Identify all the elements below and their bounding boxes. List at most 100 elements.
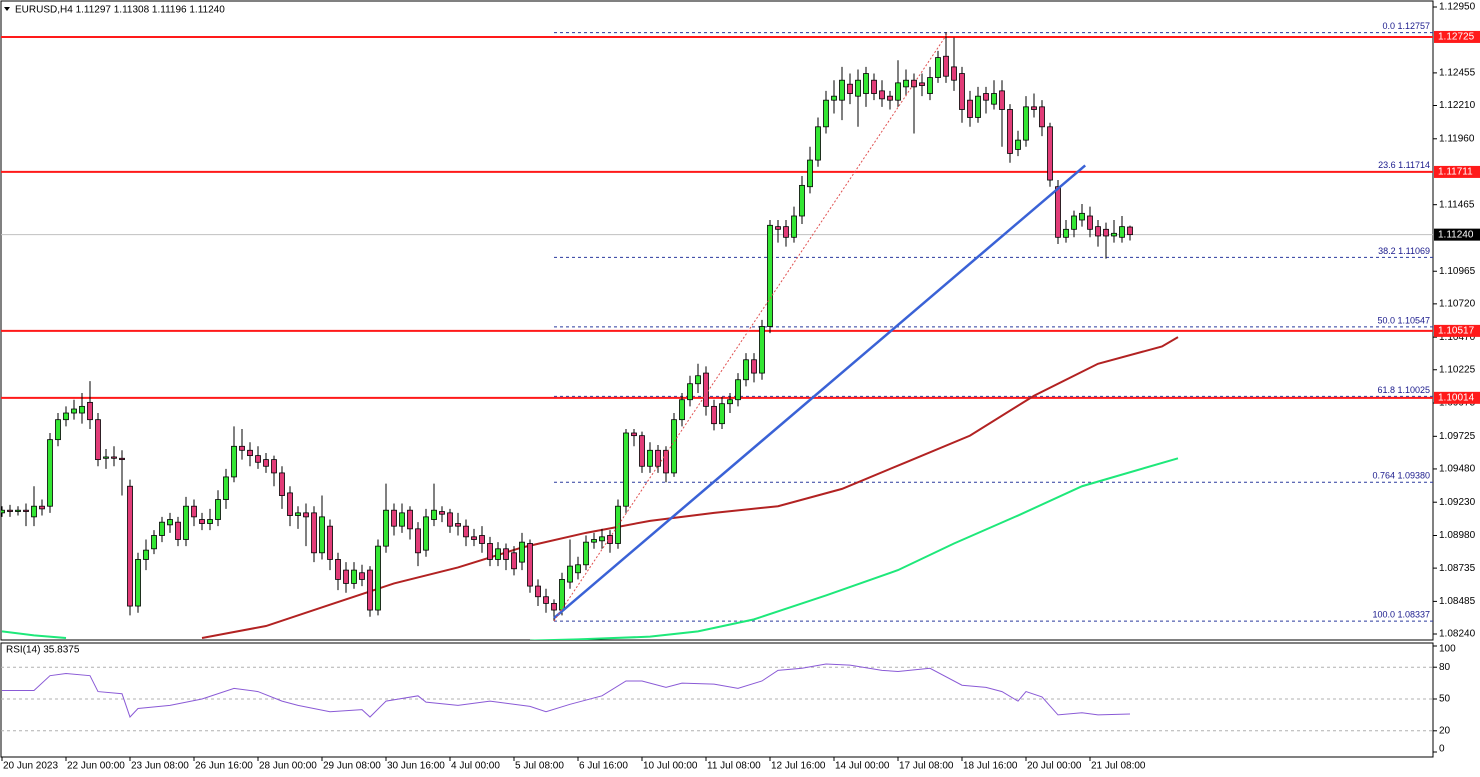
candle-body (71, 408, 77, 414)
candle-body (143, 549, 149, 560)
candle-body (855, 79, 861, 97)
candle-body (863, 73, 869, 94)
x-tick-label: 20 Jul 00:00 (1027, 761, 1082, 772)
candle-body (775, 226, 781, 230)
candle-body (327, 525, 333, 560)
x-tick-label: 6 Jul 16:00 (579, 761, 628, 772)
price-tag-label: 1.11711 (1438, 167, 1473, 178)
candle-body (807, 159, 813, 188)
candle-body (983, 93, 989, 101)
x-tick-label: 14 Jul 00:00 (835, 761, 890, 772)
candle-body (407, 509, 413, 530)
x-tick-label: 18 Jul 16:00 (963, 761, 1018, 772)
candle-body (431, 509, 437, 520)
candle-body (423, 516, 429, 551)
candle-body (7, 509, 13, 512)
candle-body (815, 126, 821, 161)
main-plot: 0.0 1.12757 23.6 1.11714 38.2 1.11069 50.0 … (1, 21, 1433, 640)
y-tick-label: 1.11960 (1439, 133, 1475, 144)
candle-body (527, 543, 533, 587)
candle-body (567, 565, 573, 583)
candle-body (1087, 215, 1093, 230)
rsi-y-tick-label: 100 (1439, 644, 1456, 655)
candle-body (751, 359, 757, 374)
candle-body (175, 521, 181, 540)
candle-body (919, 82, 925, 86)
rsi-line (2, 663, 1131, 718)
x-tick-label: 20 Jun 2023 (3, 761, 58, 772)
candle-body (519, 541, 525, 563)
candle-body (375, 545, 381, 611)
candle-body (1039, 106, 1045, 128)
price-tag-label: 1.10014 (1438, 392, 1475, 403)
candle-body (383, 509, 389, 547)
candle-body (927, 77, 933, 94)
moving-average-line (1, 457, 1179, 640)
candle-body (1111, 232, 1117, 237)
y-tick-label: 1.10225 (1439, 364, 1476, 375)
candle-body (367, 569, 373, 611)
candle-body (511, 552, 517, 570)
price-tag-label: 1.12725 (1438, 32, 1475, 43)
fib-level-label: 50.0 1.10547 (1377, 315, 1430, 325)
chart-header: EURUSD,H4 1.11297 1.11308 1.11196 1.1124… (15, 5, 225, 16)
candle-body (711, 405, 717, 425)
candle-body (79, 405, 85, 414)
y-tick-label: 1.10470 (1439, 332, 1476, 343)
candle-body (1103, 228, 1109, 237)
price-tag (1434, 391, 1480, 404)
candle-body (1023, 106, 1029, 141)
candle-body (135, 559, 141, 607)
candle-body (503, 548, 509, 560)
candle-body (47, 439, 53, 507)
candle-body (839, 79, 845, 101)
candle-body (599, 536, 605, 542)
rsi-y-tick-label: 0 (1439, 744, 1445, 755)
candle-body (183, 505, 189, 540)
candle-body (823, 99, 829, 128)
candle-body (1079, 212, 1085, 221)
candle-body (647, 449, 653, 467)
x-tick-label: 11 Jul 08:00 (707, 761, 761, 772)
candle-body (1055, 186, 1061, 238)
fib-level-label: 0.764 1.09380 (1372, 471, 1430, 481)
fib-level-label: 61.8 1.10025 (1377, 385, 1430, 395)
candle-body (263, 459, 269, 467)
candle-body (207, 519, 213, 524)
candle-body (39, 505, 45, 510)
rsi-y-tick-label: 20 (1439, 725, 1451, 736)
candle-body (15, 509, 21, 512)
candle-body (559, 579, 565, 611)
candle-body (759, 326, 765, 374)
candle-body (1, 509, 5, 514)
candle-body (871, 79, 877, 94)
candle-body (607, 535, 613, 544)
x-tick-label: 26 Jun 16:00 (195, 761, 253, 772)
candle-body (295, 512, 301, 516)
candle-body (31, 505, 37, 518)
candle-body (111, 456, 117, 459)
candle-body (279, 472, 285, 496)
y-tick-label: 1.10965 (1439, 266, 1476, 277)
y-tick-label: 1.12950 (1439, 2, 1476, 13)
candle-body (543, 596, 549, 604)
header-icon (4, 7, 10, 11)
rsi-y-tick-label: 80 (1439, 662, 1451, 673)
candle-body (783, 226, 789, 238)
candle-body (151, 535, 157, 550)
candle-body (311, 512, 317, 554)
candle-body (591, 539, 597, 543)
x-tick-label: 28 Jun 00:00 (259, 761, 317, 772)
candle-body (87, 401, 93, 421)
candle-body (631, 432, 637, 437)
y-tick-label: 1.09230 (1439, 497, 1476, 508)
candle-body (479, 535, 485, 544)
candle-body (159, 521, 165, 536)
candle-body (399, 512, 405, 527)
candle-body (351, 569, 357, 584)
price-tag (1434, 165, 1480, 178)
candle-body (335, 559, 341, 580)
y-tick-label: 1.08240 (1439, 629, 1476, 640)
